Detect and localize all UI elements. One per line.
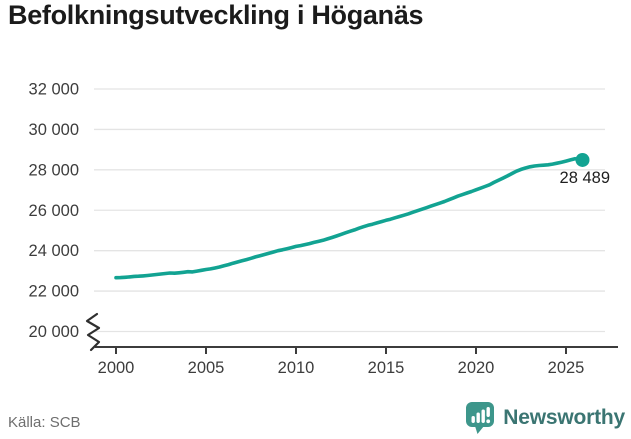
y-axis-tick-label: 24 000 bbox=[29, 242, 79, 260]
y-axis-tick-label: 22 000 bbox=[29, 283, 79, 301]
population-line bbox=[114, 156, 582, 280]
y-axis-tick-label: 26 000 bbox=[29, 202, 79, 220]
x-axis-tick-label: 2015 bbox=[368, 359, 405, 377]
x-axis-tick-label: 2005 bbox=[188, 359, 225, 377]
y-axis-tick-label: 30 000 bbox=[29, 121, 79, 139]
newsworthy-chart-bubble-icon bbox=[465, 401, 496, 435]
newsworthy-logo-text: Newsworthy bbox=[503, 406, 625, 429]
x-axis-tick-label: 2010 bbox=[278, 359, 315, 377]
x-axis-tick-label: 2020 bbox=[458, 359, 495, 377]
population-line-chart: 20 000 22 000 24 000 26 000 28 000 30 000 32 0… bbox=[29, 81, 618, 377]
last-value-marker bbox=[575, 152, 590, 167]
y-axis-tick-label: 28 000 bbox=[29, 161, 79, 179]
x-axis-tick-label: 2000 bbox=[98, 359, 135, 377]
x-axis-tick-label: 2025 bbox=[548, 359, 585, 377]
source-label: Källa: SCB bbox=[8, 414, 81, 431]
y-axis-tick-label: 20 000 bbox=[29, 323, 79, 341]
last-value-label: 28 489 bbox=[560, 169, 610, 187]
y-axis-tick-label: 32 000 bbox=[29, 81, 79, 99]
newsworthy-logo[interactable]: Newsworthy bbox=[465, 401, 625, 435]
axis-break-icon bbox=[85, 312, 101, 352]
page-title: Befolkningsutveckling i Höganäs bbox=[8, 0, 424, 30]
